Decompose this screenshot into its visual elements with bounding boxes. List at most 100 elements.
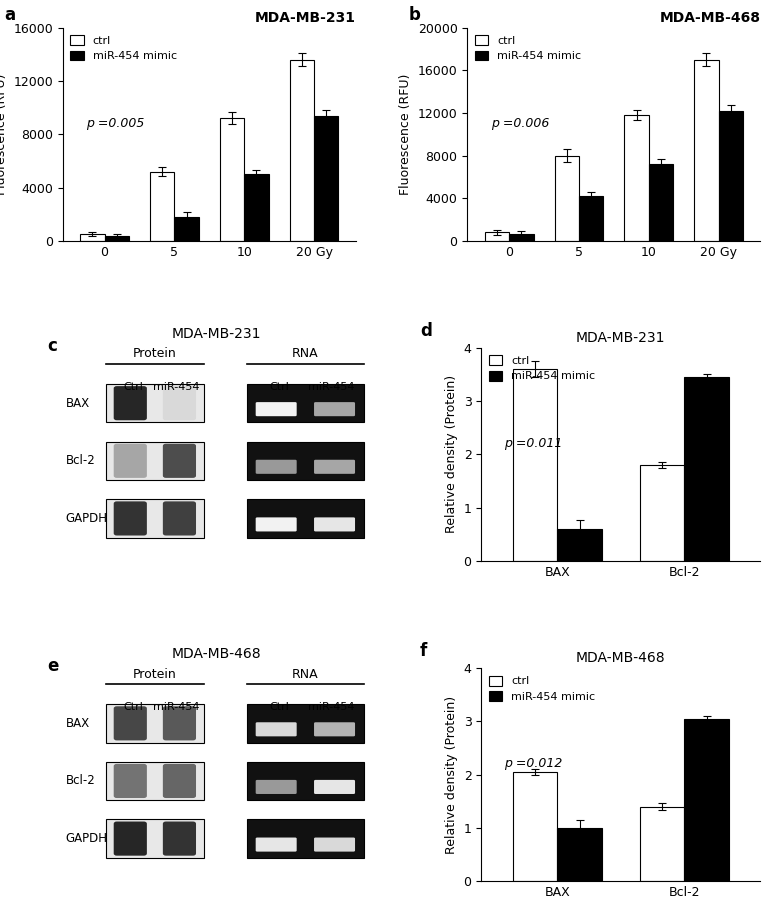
Bar [640, 807, 684, 881]
FancyBboxPatch shape [163, 386, 196, 420]
Bar [104, 236, 129, 241]
FancyBboxPatch shape [256, 460, 296, 474]
Bar [80, 234, 104, 241]
FancyBboxPatch shape [314, 837, 355, 852]
FancyBboxPatch shape [314, 780, 355, 794]
Bar [554, 155, 579, 241]
Text: Bcl-2: Bcl-2 [66, 454, 96, 467]
FancyBboxPatch shape [314, 460, 355, 474]
FancyBboxPatch shape [114, 764, 147, 798]
Text: MDA-MB-468: MDA-MB-468 [659, 11, 760, 25]
FancyBboxPatch shape [163, 501, 196, 535]
FancyBboxPatch shape [114, 386, 147, 420]
Bar [513, 369, 557, 561]
Y-axis label: Relative density (Protein): Relative density (Protein) [445, 696, 458, 854]
Bar [247, 704, 364, 743]
Text: Ctrl: Ctrl [270, 702, 289, 712]
Bar [684, 377, 729, 561]
Bar [684, 719, 729, 881]
Bar [247, 762, 364, 800]
Text: miR-454: miR-454 [308, 702, 354, 712]
FancyBboxPatch shape [163, 706, 196, 741]
Text: miR-454: miR-454 [153, 702, 200, 712]
FancyBboxPatch shape [114, 822, 147, 856]
Bar [106, 704, 204, 743]
Text: miR-454: miR-454 [308, 382, 354, 392]
Bar [509, 233, 534, 241]
Bar [694, 60, 719, 241]
Legend: ctrl, miR-454 mimic: ctrl, miR-454 mimic [487, 674, 597, 704]
Bar [106, 499, 204, 538]
FancyBboxPatch shape [163, 443, 196, 478]
Bar [485, 232, 509, 241]
Bar [314, 116, 339, 241]
Bar [247, 820, 364, 857]
Text: Protein: Protein [133, 348, 176, 361]
FancyBboxPatch shape [114, 443, 147, 478]
FancyBboxPatch shape [256, 837, 296, 852]
Text: p =0.005: p =0.005 [86, 118, 144, 130]
Text: p =0.006: p =0.006 [491, 118, 549, 130]
Text: d: d [420, 322, 432, 340]
Text: Protein: Protein [133, 667, 176, 680]
Text: miR-454: miR-454 [153, 382, 200, 392]
Text: GAPDH: GAPDH [66, 832, 107, 845]
Y-axis label: Fluorescence (RFU): Fluorescence (RFU) [399, 73, 412, 195]
Bar [244, 174, 269, 241]
Bar [106, 762, 204, 800]
Text: p =0.011: p =0.011 [503, 437, 562, 450]
FancyBboxPatch shape [256, 780, 296, 794]
Text: b: b [408, 6, 420, 24]
Legend: ctrl, miR-454 mimic: ctrl, miR-454 mimic [68, 33, 179, 63]
Bar [579, 196, 604, 241]
Text: Ctrl: Ctrl [270, 382, 289, 392]
Bar [557, 529, 602, 561]
Bar [174, 217, 199, 241]
FancyBboxPatch shape [163, 764, 196, 798]
Text: BAX: BAX [66, 397, 90, 409]
Legend: ctrl, miR-454 mimic: ctrl, miR-454 mimic [487, 353, 597, 384]
Text: f: f [420, 643, 427, 660]
Text: p =0.012: p =0.012 [503, 757, 562, 770]
Text: MDA-MB-231: MDA-MB-231 [172, 328, 261, 341]
Text: MDA-MB-468: MDA-MB-468 [172, 647, 261, 662]
FancyBboxPatch shape [256, 518, 296, 532]
FancyBboxPatch shape [163, 822, 196, 856]
Bar [640, 465, 684, 561]
Bar [719, 111, 743, 241]
Bar [220, 118, 244, 241]
FancyBboxPatch shape [314, 722, 355, 736]
Text: a: a [4, 6, 15, 24]
Title: MDA-MB-468: MDA-MB-468 [576, 651, 666, 666]
Bar [106, 384, 204, 422]
Legend: ctrl, miR-454 mimic: ctrl, miR-454 mimic [473, 33, 583, 63]
Bar [289, 60, 314, 241]
FancyBboxPatch shape [114, 706, 147, 741]
Bar [247, 499, 364, 538]
Y-axis label: Fluorescence (RFU): Fluorescence (RFU) [0, 73, 8, 195]
Bar [247, 384, 364, 422]
Text: Ctrl: Ctrl [123, 702, 143, 712]
FancyBboxPatch shape [256, 402, 296, 416]
Text: MDA-MB-231: MDA-MB-231 [255, 11, 356, 25]
Title: MDA-MB-231: MDA-MB-231 [576, 331, 666, 345]
Bar [106, 442, 204, 480]
Text: e: e [47, 657, 59, 675]
Text: RNA: RNA [292, 667, 318, 680]
Bar [247, 442, 364, 480]
Text: BAX: BAX [66, 717, 90, 730]
Text: Ctrl: Ctrl [123, 382, 143, 392]
FancyBboxPatch shape [256, 722, 296, 736]
Text: c: c [47, 337, 57, 355]
Text: Bcl-2: Bcl-2 [66, 775, 96, 788]
Text: GAPDH: GAPDH [66, 512, 107, 525]
Text: RNA: RNA [292, 348, 318, 361]
FancyBboxPatch shape [314, 402, 355, 416]
Bar [150, 172, 174, 241]
Bar [649, 164, 673, 241]
Bar [513, 772, 557, 881]
Bar [106, 820, 204, 857]
Bar [624, 115, 649, 241]
FancyBboxPatch shape [114, 501, 147, 535]
Bar [557, 828, 602, 881]
